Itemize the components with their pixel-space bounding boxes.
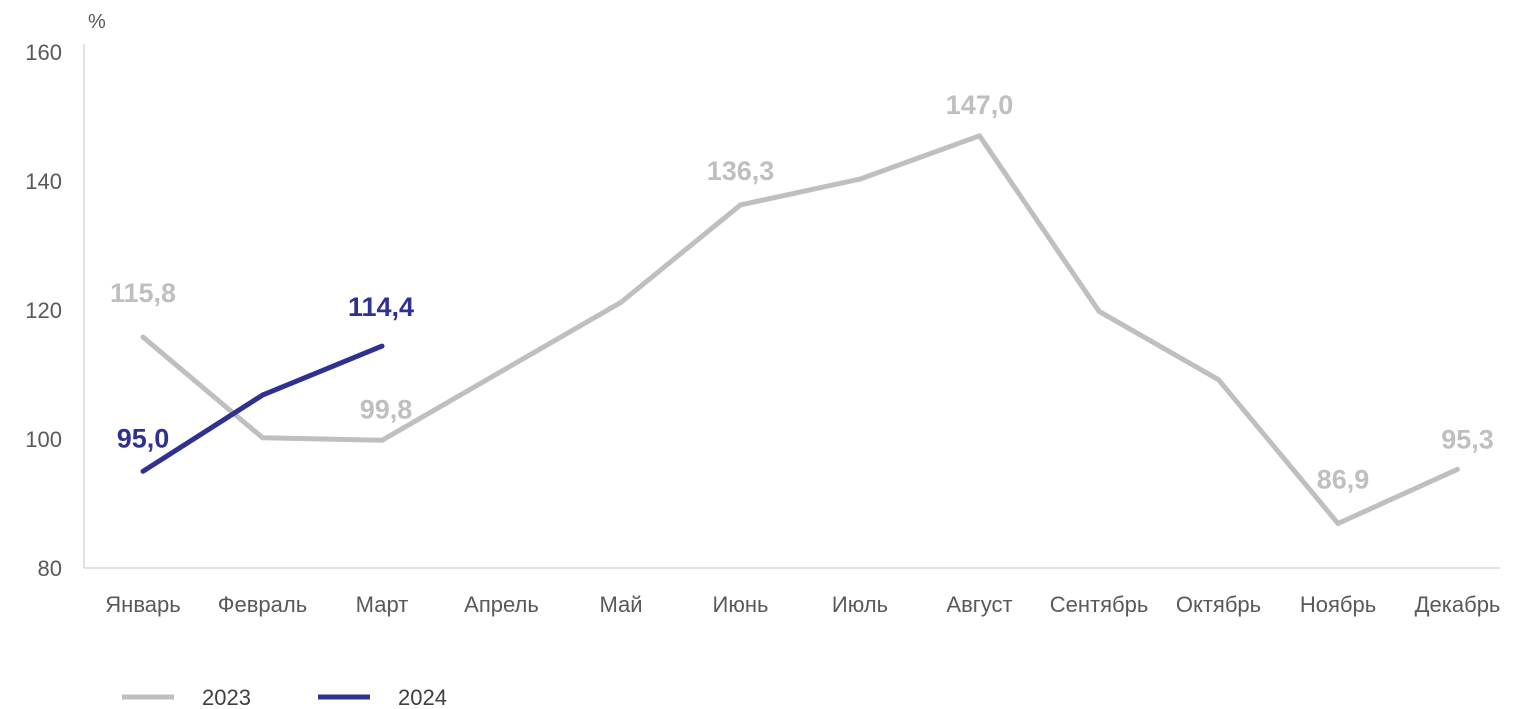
data-label-2023: 115,8: [110, 278, 176, 308]
y-tick-label: 80: [38, 556, 62, 581]
x-tick-label: Сентябрь: [1050, 592, 1149, 617]
y-tick-label: 160: [25, 40, 62, 65]
legend-label: 2023: [202, 685, 251, 709]
x-tick-label: Апрель: [464, 592, 539, 617]
x-tick-label: Январь: [105, 592, 180, 617]
y-tick-label: 100: [25, 427, 62, 452]
legend: 2023 2024: [122, 685, 447, 709]
x-tick-label: Ноябрь: [1300, 592, 1376, 617]
data-label-2023: 95,3: [1441, 424, 1494, 454]
legend-label: 2024: [398, 685, 447, 709]
data-label-2023: 136,3: [707, 156, 775, 186]
axes: 80 100 120 140 160 Январь Февраль Март Апрель Май…: [25, 40, 1500, 617]
x-tick-label: Февраль: [218, 592, 307, 617]
series-line-2023: [140, 133, 1460, 526]
data-labels: 115,8 99,8 136,3 147,0 86,9 95,3 95,0 114,4: [110, 90, 1494, 495]
x-tick-label: Август: [946, 592, 1012, 617]
y-unit-label: %: [88, 11, 106, 33]
x-tick-label: Май: [599, 592, 642, 617]
series-layer: [140, 133, 1460, 526]
y-tick-label: 120: [25, 298, 62, 323]
data-label-2023: 147,0: [946, 90, 1014, 120]
series-line-2024: [140, 343, 385, 474]
data-label-2024: 114,4: [348, 292, 414, 322]
data-label-2024: 95,0: [117, 423, 170, 453]
x-tick-label: Июнь: [713, 592, 769, 617]
y-tick-label: 140: [25, 169, 62, 194]
x-tick-label: Июль: [832, 592, 888, 617]
x-tick-label: Декабрь: [1415, 592, 1501, 617]
data-label-2023: 99,8: [360, 394, 413, 424]
x-tick-label: Март: [356, 592, 409, 617]
data-label-2023: 86,9: [1317, 464, 1370, 494]
x-tick-label: Октябрь: [1176, 592, 1261, 617]
